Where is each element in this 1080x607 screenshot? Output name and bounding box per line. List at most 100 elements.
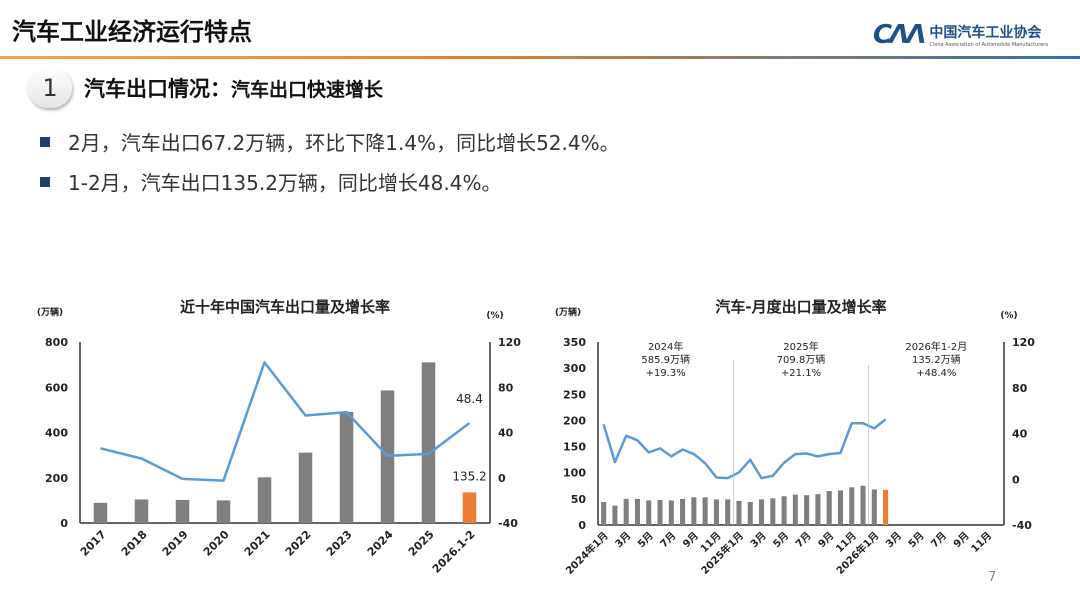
bullet-square-icon (40, 136, 50, 147)
y2-tick-label: 80 (498, 381, 514, 394)
y2-tick-label: 0 (498, 472, 506, 485)
y-axis-label: (万辆) (37, 306, 63, 318)
x-tick-label: 7月 (658, 530, 678, 550)
y2-tick-label: 120 (1012, 336, 1035, 349)
y2-tick-label: 120 (498, 336, 521, 349)
bar (298, 452, 313, 523)
bar (804, 495, 810, 525)
bar (634, 498, 641, 525)
y-tick-label: 200 (45, 472, 68, 485)
slide-title: 汽车工业经济运行特点 (12, 18, 252, 46)
logo-cn: 中国汽车工业协会 (929, 25, 1042, 41)
x-tick-label: 5月 (906, 530, 926, 550)
annotation: 2026年1-2月 (905, 340, 967, 353)
bar (702, 497, 708, 525)
annotation: +21.1% (781, 368, 821, 379)
bar (680, 498, 686, 525)
x-tick-label: 5月 (771, 530, 791, 550)
x-tick-label: 2024年1月 (563, 529, 611, 577)
x-tick-label: 3月 (883, 530, 903, 550)
annotation: 585.9万辆 (641, 353, 690, 366)
bar (849, 487, 855, 525)
bar (93, 502, 108, 523)
bar (612, 505, 618, 525)
bullet-square-icon (40, 176, 50, 187)
y2-tick-label: -40 (1012, 519, 1032, 532)
bar (668, 500, 674, 525)
y-tick-label: 800 (45, 336, 68, 349)
y-tick-label: 200 (563, 414, 586, 427)
x-tick-label: 2020 (201, 528, 232, 559)
y-tick-label: 400 (45, 427, 68, 440)
y-tick-label: 600 (45, 381, 68, 394)
y2-tick-label: 80 (1012, 382, 1028, 395)
bar (758, 499, 765, 525)
y2-axis-label: (%) (486, 311, 503, 321)
y-tick-label: 350 (563, 336, 586, 349)
y-axis-label: (万辆) (555, 306, 581, 318)
page-number: 7 (988, 570, 997, 585)
bar (781, 496, 787, 525)
bar (646, 500, 652, 525)
x-tick-label: 5月 (635, 530, 655, 550)
logo: CΛΛ 中国汽车工业协会 China Association of Automo… (873, 20, 1048, 50)
x-tick-label: 2024 (365, 528, 396, 559)
bar (871, 489, 877, 525)
x-tick-label: 7月 (793, 530, 813, 550)
chart-title: 汽车-月度出口量及增长率 (715, 298, 886, 316)
x-tick-label: 2017 (78, 528, 109, 559)
bar (713, 499, 719, 525)
x-tick-label: 2022 (283, 528, 314, 559)
section-heading: 汽车出口情况： (84, 77, 231, 101)
bar (134, 499, 149, 523)
y-tick-label: 150 (563, 441, 586, 454)
bar (837, 490, 844, 525)
annotation: 135.2万辆 (912, 353, 961, 366)
growth-line (100, 361, 471, 482)
x-tick-label: 2026.1-2 (430, 528, 478, 576)
bullet-text: 1-2月，汽车出口135.2万辆，同比增长48.4%。 (68, 171, 502, 195)
y-tick-label: 0 (60, 517, 68, 530)
chart-title: 近十年中国汽车出口量及增长率 (180, 298, 390, 316)
bar (747, 501, 753, 525)
bar (860, 485, 866, 525)
bullet-text: 2月，汽车出口67.2万辆，环比下降1.4%，同比增长52.4%。 (68, 131, 620, 155)
bar (257, 477, 272, 523)
x-tick-label: 3月 (748, 530, 768, 550)
y-tick-label: 300 (563, 362, 586, 375)
x-tick-label: 7月 (929, 530, 949, 550)
annotation: 2025年 (783, 340, 818, 353)
y2-tick-label: 40 (1012, 428, 1028, 441)
bar (691, 497, 697, 525)
x-tick-label: 3月 (613, 530, 633, 550)
y-tick-label: 250 (563, 388, 586, 401)
bar (175, 499, 190, 523)
y-tick-label: 50 (571, 493, 587, 506)
y2-tick-label: 0 (1012, 473, 1020, 486)
annotation: 709.8万辆 (777, 353, 826, 366)
y2-tick-label: 40 (498, 427, 514, 440)
x-tick-label: 2019 (160, 528, 191, 559)
section-subheading: 汽车出口快速增长 (231, 79, 384, 101)
line-data-label: 48.4 (456, 392, 483, 406)
bar (623, 498, 629, 525)
logo-en: China Association of Automobile Manufact… (929, 42, 1048, 48)
bar (883, 489, 889, 525)
bar (216, 500, 231, 523)
x-tick-label: 2023 (324, 528, 355, 559)
section-header: 1 汽车出口情况：汽车出口快速增长 (28, 68, 383, 108)
bar (792, 494, 798, 525)
bar (736, 500, 742, 525)
bullet-item: 2月，汽车出口67.2万辆，环比下降1.4%，同比增长52.4%。 (40, 127, 620, 156)
x-tick-label: 2021 (242, 528, 273, 559)
x-tick-label: 2025 (406, 528, 437, 559)
bar (421, 362, 436, 523)
bar (462, 492, 477, 523)
bullet-item: 1-2月，汽车出口135.2万辆，同比增长48.4%。 (40, 167, 501, 196)
bar (725, 499, 731, 525)
y-tick-label: 100 (563, 467, 586, 480)
y-tick-label: 0 (578, 519, 586, 532)
y2-axis-label: (%) (1000, 311, 1017, 321)
annotation: +48.4% (916, 368, 956, 379)
